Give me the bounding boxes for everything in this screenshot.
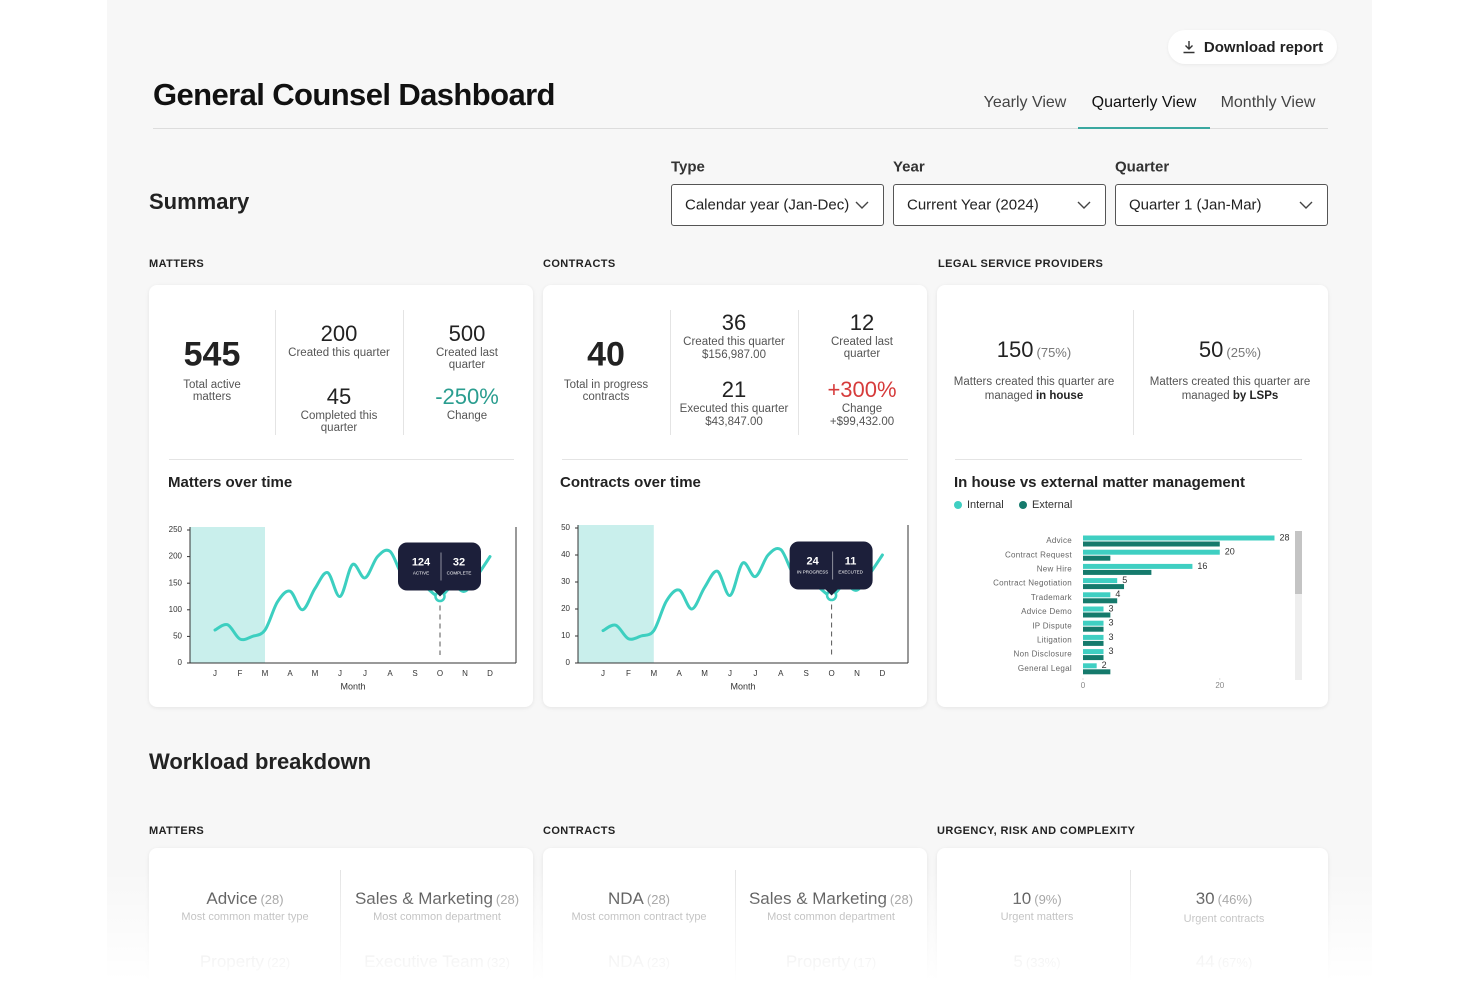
kpi-label: Total active matters — [183, 379, 241, 403]
kpi-value: -250% — [435, 384, 499, 409]
kpi-amount: $43,847.00 — [705, 416, 763, 428]
view-tab[interactable]: Monthly View — [1220, 94, 1316, 111]
divider — [169, 459, 514, 460]
kpi-total: 545 — [183, 335, 241, 374]
kpi-amount: $156,987.00 — [702, 349, 766, 361]
divider — [275, 310, 276, 435]
group-label: CONTRACTS — [543, 825, 616, 837]
kpi-value: 21 — [721, 377, 747, 402]
kpi-value: 500 — [448, 321, 486, 346]
filter-dropdown[interactable] — [1115, 184, 1328, 226]
kpi-total: 40 — [587, 335, 625, 374]
filter-label: Year — [893, 158, 925, 176]
kpi-value: 36 — [721, 310, 747, 335]
kpi-value: 45 — [326, 384, 352, 409]
kpi-value: 200 — [320, 321, 358, 346]
kpi-label: Created last quarter — [435, 347, 498, 371]
filter-value: Calendar year (Jan-Dec) — [685, 196, 850, 214]
kpi-label-text: Matters created this quarter are managed — [1149, 376, 1311, 402]
download-icon — [1183, 41, 1195, 54]
kpi-label: Executed this quarter — [679, 403, 789, 415]
kpi-value-group: 50 (25%) — [1199, 337, 1261, 363]
section-title: Summary — [149, 189, 250, 214]
group-label: MATTERS — [149, 825, 205, 837]
kpi-value: 12 — [849, 310, 875, 335]
filter-label: Quarter — [1115, 158, 1170, 176]
kpi-share: (75%) — [1036, 345, 1072, 360]
download-label: Download report — [1203, 38, 1324, 56]
group-label: URGENCY, RISK AND COMPLEXITY — [937, 825, 1136, 837]
kpi-label: Completed this quarter — [300, 410, 378, 434]
kpi-label: Created last quarter — [830, 336, 893, 360]
kpi-label: Change — [446, 410, 488, 422]
kpi-value: 150 — [996, 337, 1034, 362]
download-button[interactable]: Download report — [1168, 30, 1337, 64]
active-tab-underline — [1078, 127, 1210, 129]
kpi-label: Change — [841, 403, 883, 415]
kpi-value-group: 150 (75%) — [997, 337, 1071, 363]
divider — [1133, 310, 1134, 435]
divider — [562, 459, 908, 460]
kpi-amount: +$99,432.00 — [829, 416, 895, 428]
section-title: Workload breakdown — [149, 749, 372, 774]
kpi-label: Created this quarter — [288, 347, 390, 359]
filter-value: Current Year (2024) — [907, 196, 1039, 214]
filter-value: Quarter 1 (Jan-Mar) — [1129, 196, 1262, 214]
kpi-label-emphasis: by LSPs — [1232, 390, 1279, 402]
view-tab[interactable]: Yearly View — [983, 94, 1067, 111]
divider — [955, 459, 1302, 460]
card — [937, 285, 1328, 707]
kpi-value: 50 — [1198, 337, 1224, 362]
kpi-label-text: Matters created this quarter are managed — [953, 376, 1115, 402]
kpi-label: Matters created this quarter are managed… — [949, 375, 1119, 403]
kpi-label: Created this quarter — [683, 336, 785, 348]
chevron — [1299, 201, 1313, 209]
filter-dropdown[interactable] — [671, 184, 884, 226]
kpi-share: (25%) — [1226, 345, 1262, 360]
group-label: MATTERS — [149, 258, 205, 270]
filter-dropdown[interactable] — [893, 184, 1106, 226]
kpi-label-emphasis: in house — [1035, 390, 1084, 402]
group-label: CONTRACTS — [543, 258, 616, 270]
divider — [798, 310, 799, 435]
bottom-fade — [0, 870, 1480, 987]
kpi-label: Total in progress contracts — [563, 379, 649, 403]
chevron — [855, 201, 869, 209]
page-title: General Counsel Dashboard — [153, 77, 555, 112]
divider — [403, 310, 404, 435]
header-rule — [153, 128, 1328, 129]
view-tab[interactable]: Quarterly View — [1091, 94, 1197, 111]
kpi-value: +300% — [827, 377, 897, 402]
group-label: LEGAL SERVICE PROVIDERS — [938, 258, 1104, 270]
chevron — [1077, 201, 1091, 209]
kpi-label: Matters created this quarter are managed… — [1145, 375, 1315, 403]
divider — [670, 310, 671, 435]
filter-label: Type — [671, 158, 705, 176]
